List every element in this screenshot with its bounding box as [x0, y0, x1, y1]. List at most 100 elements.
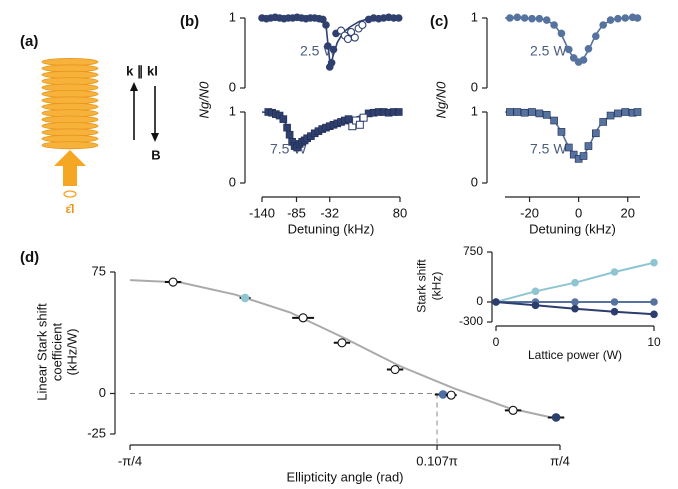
x-tick-label: π/4 [550, 453, 570, 468]
data-point [650, 258, 658, 267]
y-axis-label: Ng/N0 [196, 81, 211, 119]
data-point [571, 278, 579, 287]
annotation: 7.5 W [530, 141, 567, 157]
data-point [621, 14, 630, 22]
data-point [506, 108, 514, 116]
y-tick-label: -25 [87, 425, 106, 440]
data-point [279, 115, 288, 123]
y-axis-label: coefficient [49, 322, 64, 381]
data-point [528, 14, 536, 23]
data-point [610, 298, 619, 306]
lattice-site [41, 141, 99, 150]
data-point [520, 14, 529, 22]
b-arrowhead [151, 133, 159, 142]
data-point [569, 54, 578, 62]
panel-a: (a) ε̂l k ∥ kl B [20, 33, 161, 216]
panel-label: (d) [20, 249, 39, 266]
data-point [551, 413, 561, 422]
data-point [599, 118, 607, 126]
data-point [650, 298, 658, 306]
y-axis-label: Linear Stark shift [34, 303, 49, 401]
data-point [350, 33, 359, 42]
data-point [358, 20, 367, 30]
data-point [528, 108, 536, 116]
data-point [520, 108, 529, 117]
data-point [337, 338, 347, 348]
y-tick-label: 0 [476, 294, 483, 308]
lattice [41, 58, 99, 150]
data-point [557, 128, 566, 136]
x-axis-label: Ellipticity angle (rad) [286, 469, 403, 484]
data-point [633, 14, 642, 22]
data-point [584, 44, 593, 53]
data-point [298, 313, 308, 323]
data-point [513, 13, 522, 22]
data-point [599, 21, 607, 29]
panel-label: (c) [430, 13, 448, 30]
x-tick-label: 0 [493, 335, 500, 349]
data-point [508, 405, 518, 415]
beam-arrow [54, 150, 86, 186]
data-point [614, 109, 622, 118]
data-point [606, 16, 615, 24]
data-point [606, 111, 615, 120]
data-point [542, 111, 551, 119]
data-point [550, 116, 558, 125]
data-point [285, 130, 294, 139]
data-point [557, 29, 566, 38]
annotation: 2.5 W [530, 43, 567, 59]
y-tick-label: 0 [229, 79, 236, 94]
data-point [531, 301, 540, 310]
data-point [394, 14, 403, 22]
y-axis-label: (kHz/W) [64, 329, 79, 376]
data-point [390, 364, 400, 375]
y-tick-label: 0 [229, 174, 236, 189]
data-point [571, 298, 579, 306]
data-point [579, 56, 588, 64]
y-tick-label: 0 [99, 385, 106, 400]
y-tick-label: 1 [471, 103, 478, 118]
data-point [610, 307, 619, 316]
panel-label: (a) [20, 33, 38, 50]
data-point [542, 16, 551, 24]
x-axis-label: Detuning (kHz) [529, 221, 616, 236]
k-arrowhead [130, 82, 138, 91]
data-point [550, 21, 558, 29]
b-label: B [151, 147, 160, 162]
data-point [592, 32, 600, 41]
x-tick-label: 80 [393, 205, 407, 220]
data-point [569, 150, 578, 159]
data-point [492, 298, 500, 306]
data-point [344, 115, 353, 123]
data-point [446, 390, 456, 400]
y-tick-label: -300 [459, 314, 483, 328]
x-tick-label: 10 [647, 335, 661, 349]
x-tick-label: -π/4 [118, 453, 142, 468]
data-point [610, 268, 619, 276]
data-point [579, 152, 588, 160]
data-point [506, 14, 514, 22]
x-tick-label: 20 [620, 205, 634, 220]
y-axis-label: (kHz) [430, 272, 444, 301]
data-point [327, 58, 336, 67]
polarization-label: ε̂l [65, 202, 74, 216]
data-point [535, 14, 544, 23]
data-point [571, 304, 579, 313]
x-tick-label: -140 [249, 205, 275, 220]
data-point [394, 108, 403, 116]
x-axis-label: Lattice power (W) [528, 348, 622, 362]
data-point [329, 45, 338, 54]
data-point [531, 287, 540, 296]
data-point [168, 277, 178, 287]
data-point [621, 108, 630, 116]
panel-label: (b) [180, 13, 199, 30]
fit-curve [130, 279, 561, 421]
y-tick-label: 75 [92, 263, 106, 278]
data-point [359, 113, 368, 122]
y-tick-label: 0 [471, 79, 478, 94]
data-point [347, 27, 356, 37]
x-tick-label: 0.107π [416, 453, 458, 468]
data-point [565, 143, 573, 152]
data-point [343, 34, 352, 44]
